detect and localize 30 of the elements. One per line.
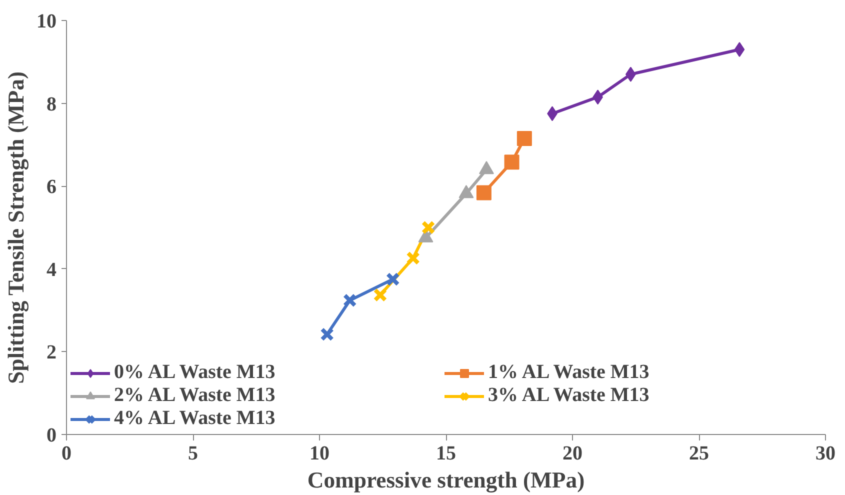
x-tick-label: 0 — [62, 442, 72, 464]
x-tick-label: 25 — [689, 442, 709, 464]
legend-label: 1% AL Waste M13 — [488, 361, 650, 384]
point — [504, 154, 520, 170]
x-tick-label: 15 — [436, 442, 456, 464]
point — [373, 288, 388, 302]
y-tick-label: 8 — [46, 93, 56, 116]
point — [342, 293, 357, 308]
point — [476, 185, 492, 200]
x-tick-label: 5 — [188, 442, 198, 464]
y-axis-title: Splitting Tensile Strength (MPa) — [4, 71, 28, 384]
x-tick-label: 20 — [562, 442, 582, 464]
legend-label: 4% AL Waste M13 — [114, 407, 276, 430]
point — [386, 272, 400, 286]
y-tick-label: 10 — [36, 10, 56, 32]
legend-label: 0% AL Waste M13 — [114, 361, 276, 384]
y-tick-label: 6 — [46, 176, 56, 198]
point — [406, 251, 420, 266]
point — [734, 42, 745, 57]
y-tick-label: 0 — [46, 424, 56, 446]
point — [516, 130, 532, 146]
legend-label: 3% AL Waste M13 — [488, 384, 650, 407]
x-axis-title: Compressive strength (MPa) — [307, 468, 585, 492]
x-tick-label: 10 — [310, 442, 330, 464]
y-tick-label: 2 — [46, 342, 56, 364]
legend-label: 2% AL Waste M13 — [114, 384, 276, 407]
point — [421, 220, 436, 234]
point — [320, 327, 334, 342]
y-tick-label: 4 — [46, 258, 56, 281]
x-tick-label: 30 — [816, 442, 836, 464]
